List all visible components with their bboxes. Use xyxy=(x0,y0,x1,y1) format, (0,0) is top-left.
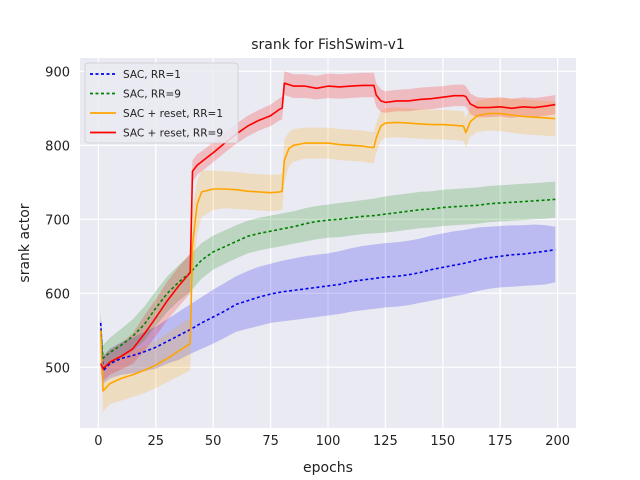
series-lines xyxy=(99,82,556,392)
x-tick-label: 150 xyxy=(430,434,455,449)
y-axis-label: srank actor xyxy=(17,203,33,282)
line-sac-reset-rr-9 xyxy=(99,82,556,370)
legend-label: SAC, RR=9 xyxy=(123,89,181,101)
y-tick-label: 600 xyxy=(45,287,70,302)
band-sac-rr-1 xyxy=(100,224,556,384)
y-tick-label: 800 xyxy=(45,139,70,154)
x-tick-label: 125 xyxy=(373,434,398,449)
line-sac-rr-1 xyxy=(99,248,556,372)
y-tick-label: 900 xyxy=(45,65,70,80)
line-sac-rr-9 xyxy=(99,198,556,360)
chart-title: srank for FishSwim-v1 xyxy=(251,37,405,53)
y-tick-label: 700 xyxy=(45,213,70,228)
x-axis-label: epochs xyxy=(303,460,353,476)
legend-label: SAC + reset, RR=9 xyxy=(123,128,223,140)
legend-label: SAC, RR=1 xyxy=(123,69,181,81)
band-sac-reset-rr-9 xyxy=(100,71,556,381)
legend-label: SAC + reset, RR=1 xyxy=(123,108,223,120)
legend: SAC, RR=1 SAC, RR=9 SAC + reset, RR=1 SAC +… xyxy=(84,62,239,144)
x-tick-label: 50 xyxy=(205,434,222,449)
band-sac-reset-rr-1 xyxy=(100,98,556,412)
x-tick-label: 175 xyxy=(488,434,513,449)
x-tick-labels: 0 25 50 75 100 125 150 175 200 xyxy=(94,434,570,449)
x-tick-label: 25 xyxy=(148,434,165,449)
x-tick-label: 0 xyxy=(94,434,102,449)
y-tick-labels: 500 600 700 800 900 xyxy=(45,65,70,376)
y-tick-label: 500 xyxy=(45,361,70,376)
legend-box xyxy=(84,62,239,144)
x-tick-label: 200 xyxy=(545,434,570,449)
x-tick-label: 75 xyxy=(262,434,279,449)
x-tick-label: 100 xyxy=(316,434,341,449)
line-sac-reset-rr-1 xyxy=(99,112,556,392)
